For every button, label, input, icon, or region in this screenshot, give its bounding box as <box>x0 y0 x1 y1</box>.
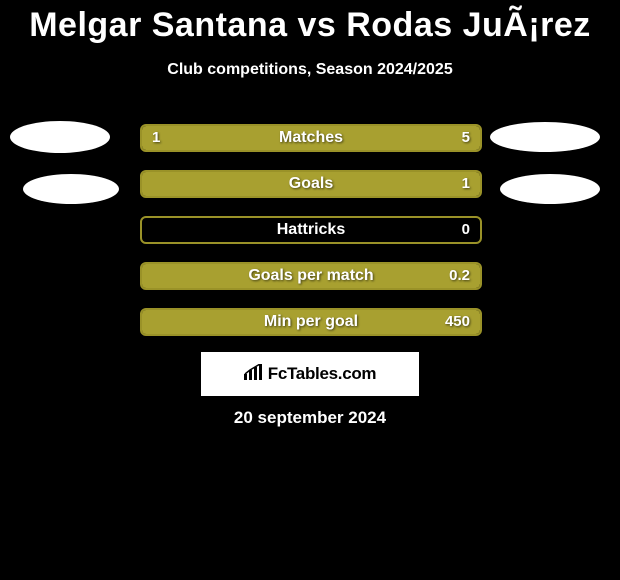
source-logo: FcTables.com <box>201 352 419 396</box>
stat-row: Min per goal450 <box>140 308 482 336</box>
chart-icon <box>244 364 264 385</box>
stat-row: 1Matches5 <box>140 124 482 152</box>
stat-value-right: 0.2 <box>449 264 470 288</box>
logo-text: FcTables.com <box>268 364 377 384</box>
stat-row: Goals per match0.2 <box>140 262 482 290</box>
stat-value-right: 1 <box>462 172 470 196</box>
page-title: Melgar Santana vs Rodas JuÃ¡rez <box>0 0 620 45</box>
page-subtitle: Club competitions, Season 2024/2025 <box>0 61 620 79</box>
stat-value-right: 5 <box>462 126 470 150</box>
stat-row: Hattricks0 <box>140 216 482 244</box>
stats-panel: 1Matches5Goals1Hattricks0Goals per match… <box>140 124 482 354</box>
stat-label: Min per goal <box>142 310 480 334</box>
stat-label: Hattricks <box>142 218 480 242</box>
avatar-placeholder <box>490 122 600 152</box>
date-line: 20 september 2024 <box>0 408 620 428</box>
stat-label: Goals per match <box>142 264 480 288</box>
stat-label: Goals <box>142 172 480 196</box>
stat-label: Matches <box>142 126 480 150</box>
avatar-placeholder <box>10 121 110 153</box>
stat-value-right: 450 <box>445 310 470 334</box>
avatar-placeholder <box>500 174 600 204</box>
stat-value-right: 0 <box>462 218 470 242</box>
avatar-placeholder <box>23 174 119 204</box>
stat-row: Goals1 <box>140 170 482 198</box>
